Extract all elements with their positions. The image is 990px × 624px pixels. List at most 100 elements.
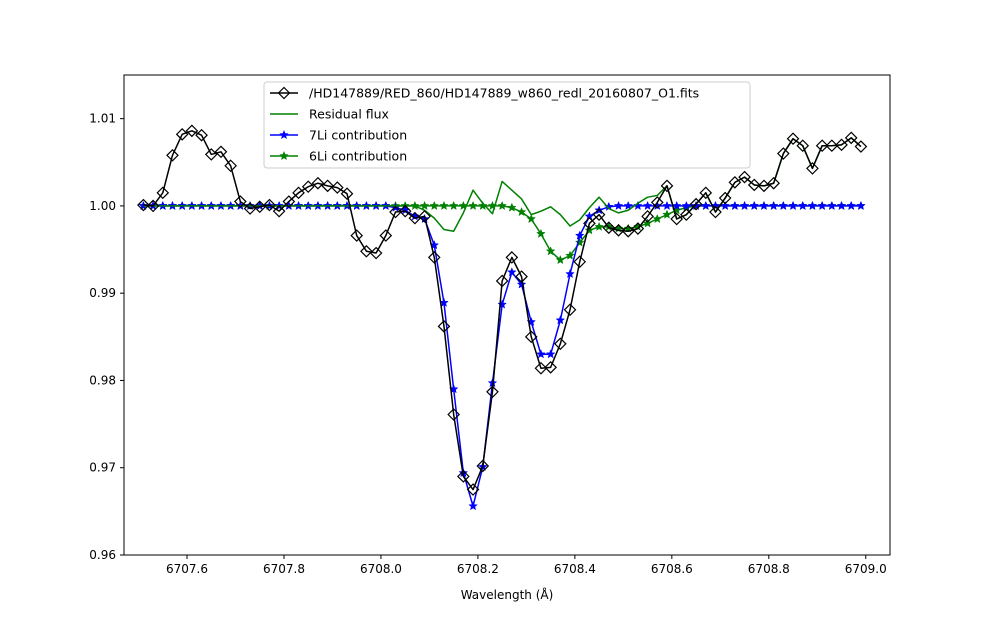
legend-marker <box>279 129 289 140</box>
legend-label: Residual flux <box>309 107 389 122</box>
data-point <box>738 170 751 184</box>
data-point <box>691 200 701 211</box>
x-tick-label: 6707.6 <box>166 562 208 576</box>
data-point <box>574 230 585 240</box>
data-point <box>720 200 731 211</box>
data-point <box>680 208 693 221</box>
data-point <box>544 361 557 374</box>
data-point <box>204 148 218 161</box>
data-point <box>439 200 449 211</box>
data-point <box>166 148 179 162</box>
data-point <box>681 200 692 211</box>
x-tick-label: 6708.0 <box>360 562 402 576</box>
data-point <box>718 191 732 205</box>
data-point <box>330 181 344 194</box>
data-point <box>797 200 808 211</box>
data-point <box>437 320 451 333</box>
data-point <box>776 147 790 160</box>
data-point <box>633 200 643 211</box>
x-tick-label: 6708.6 <box>651 562 693 576</box>
data-point <box>263 198 276 212</box>
data-point <box>301 180 315 194</box>
data-point <box>321 179 334 193</box>
data-point <box>856 200 866 211</box>
data-point <box>448 200 459 211</box>
data-point <box>360 244 373 258</box>
x-axis-label: Wavelength (Å) <box>461 587 554 602</box>
data-point <box>565 268 575 279</box>
data-point <box>507 202 517 212</box>
data-point <box>156 186 170 200</box>
plot-frame <box>123 74 891 556</box>
x-tick-label: 6708.4 <box>554 562 596 576</box>
x-tick-label: 6707.8 <box>263 562 305 576</box>
data-point <box>796 139 810 153</box>
data-point <box>545 246 556 256</box>
data-point <box>836 200 847 211</box>
data-point <box>195 128 208 142</box>
data-point <box>642 200 653 211</box>
x-tick-label: 6708.8 <box>748 562 790 576</box>
y-tick-label: 1.00 <box>89 199 116 213</box>
data-point <box>565 250 575 260</box>
data-point <box>846 200 857 211</box>
data-point <box>340 187 354 201</box>
data-point <box>214 145 228 159</box>
data-point <box>507 267 517 277</box>
legend-entry: 7Li contribution <box>270 128 407 143</box>
data-point <box>505 251 519 264</box>
legend-frame <box>263 81 751 169</box>
data-point <box>825 139 839 153</box>
data-point <box>807 200 818 211</box>
ticks-layer: 6707.6 6707.8 6708.0 6708.2 6708.4 6708.6 6708… <box>89 112 886 576</box>
legend: /HD147889/RED_860/HD147889_w860_redl_201… <box>263 81 751 169</box>
data-point <box>699 186 713 200</box>
data-point <box>429 200 440 211</box>
data-point <box>584 225 595 235</box>
data-point <box>817 200 827 211</box>
data-point <box>700 200 711 211</box>
data-point <box>767 176 780 190</box>
data-point <box>602 221 616 235</box>
data-point <box>369 246 383 260</box>
data-point <box>282 195 296 208</box>
data-point <box>844 131 858 145</box>
data-point <box>398 204 412 218</box>
data-point <box>621 224 635 238</box>
y-tick-label: 0.97 <box>89 461 116 475</box>
data-point <box>526 213 537 224</box>
data-point <box>641 210 654 223</box>
legend-items: /HD147889/RED_860/HD147889_w860_redl_201… <box>270 86 699 164</box>
data-point <box>185 124 199 138</box>
data-point <box>778 200 789 211</box>
data-point <box>574 237 585 247</box>
series-layer <box>137 124 868 511</box>
y-tick-label: 0.98 <box>89 373 116 387</box>
data-point <box>660 179 674 193</box>
data-point <box>350 229 364 242</box>
data-point <box>457 470 470 483</box>
data-point <box>476 459 490 473</box>
data-point <box>573 255 587 269</box>
data-point <box>146 199 160 213</box>
data-point <box>497 200 507 211</box>
data-point <box>311 176 325 190</box>
data-point <box>536 228 546 238</box>
data-point <box>728 176 742 189</box>
data-point <box>826 200 837 211</box>
legend-label: 6Li contribution <box>309 149 407 164</box>
data-point <box>234 195 247 208</box>
data-point <box>650 196 664 209</box>
series-0 <box>137 124 868 496</box>
data-point <box>670 212 684 226</box>
data-point <box>854 140 868 153</box>
data-point <box>515 270 528 283</box>
data-point <box>477 200 488 211</box>
data-point <box>768 200 779 211</box>
data-point <box>652 213 663 224</box>
data-point <box>175 128 189 141</box>
data-point <box>536 349 546 359</box>
data-point <box>545 349 556 359</box>
data-point <box>534 361 548 375</box>
